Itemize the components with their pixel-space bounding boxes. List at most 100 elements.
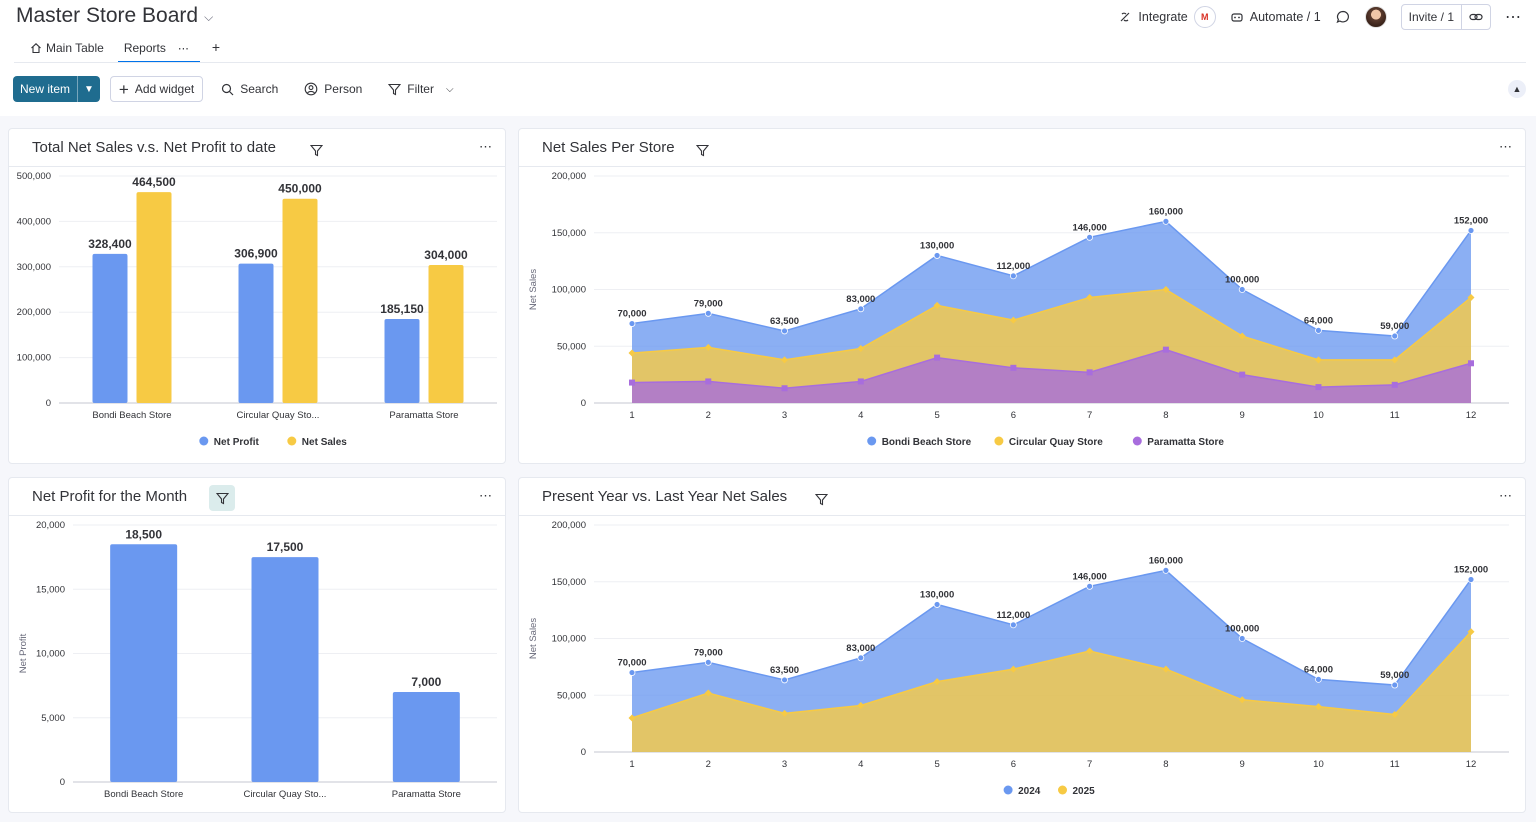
legend-label: 2025 xyxy=(1073,786,1096,797)
data-point xyxy=(1009,621,1017,629)
widget-filter-button[interactable] xyxy=(690,138,714,162)
data-label: 83,000 xyxy=(846,643,875,654)
data-label: 152,000 xyxy=(1454,215,1488,226)
x-tick-label: 12 xyxy=(1466,410,1477,421)
data-point xyxy=(934,354,941,361)
widget-menu-button[interactable]: ⋯ xyxy=(1499,488,1513,503)
data-point xyxy=(704,689,712,697)
link-icon xyxy=(1469,13,1483,21)
add-view-button[interactable]: + xyxy=(211,39,221,55)
person-label: Person xyxy=(324,82,363,96)
widget-menu-button[interactable]: ⋯ xyxy=(479,139,493,154)
data-point xyxy=(1315,384,1322,391)
widget-title: Net Sales Per Store xyxy=(542,139,675,156)
data-point xyxy=(629,379,635,386)
more-options-button[interactable]: ⋯ xyxy=(1505,9,1522,26)
new-item-button[interactable]: New item xyxy=(20,82,71,96)
data-point xyxy=(1391,681,1399,689)
view-tabs: Main Table Reports ⋯ + xyxy=(14,38,228,64)
data-point xyxy=(1239,371,1246,378)
person-filter-button[interactable]: Person xyxy=(296,76,370,102)
integrate-button[interactable]: Integrate M xyxy=(1118,6,1216,28)
bar xyxy=(110,544,178,782)
data-label: 63,500 xyxy=(770,665,799,676)
board-title-button[interactable]: Master Store Board ⌵ xyxy=(16,4,213,28)
data-point xyxy=(704,309,712,317)
legend-swatch xyxy=(199,436,209,446)
data-label: 18,500 xyxy=(125,527,162,541)
data-point xyxy=(1468,360,1474,367)
y-axis-label: Net Sales xyxy=(528,269,539,310)
invite-button[interactable]: Invite / 1 xyxy=(1408,10,1454,24)
widget-menu-button[interactable]: ⋯ xyxy=(479,488,493,503)
data-label: 146,000 xyxy=(1072,222,1106,233)
copy-link-button[interactable] xyxy=(1461,5,1490,29)
data-point xyxy=(1162,665,1170,673)
x-tick-label: 8 xyxy=(1163,410,1168,421)
widget-net-profit-month: Net Profit for the Month ⋯ 0 5,000 10,000 1… xyxy=(8,477,506,813)
widget-title: Total Net Sales v.s. Net Profit to date xyxy=(32,139,276,156)
y-tick-label: 150,000 xyxy=(552,577,586,588)
data-point xyxy=(1238,286,1246,293)
collapse-header-button[interactable]: ▲ xyxy=(1508,80,1526,98)
legend-swatch xyxy=(867,436,877,446)
add-widget-label: Add widget xyxy=(134,82,195,96)
chevron-down-icon[interactable]: ⌵ xyxy=(445,83,454,95)
updates-button[interactable] xyxy=(1335,9,1351,25)
data-label: 59,000 xyxy=(1380,670,1409,681)
widget-menu-button[interactable]: ⋯ xyxy=(1499,139,1513,154)
data-label: 100,000 xyxy=(1225,624,1259,635)
x-tick-label: 9 xyxy=(1240,759,1245,770)
top-bar: Master Store Board ⌵ Integrate M Automat… xyxy=(0,0,1536,116)
widget-filter-button[interactable] xyxy=(304,138,328,162)
tab-main-table[interactable]: Main Table xyxy=(14,38,114,61)
search-button[interactable]: Search xyxy=(213,76,286,102)
automate-button[interactable]: Automate / 1 xyxy=(1230,10,1321,24)
invite-group: Invite / 1 xyxy=(1400,4,1491,30)
data-point xyxy=(628,349,636,357)
plus-icon: + xyxy=(118,79,129,99)
y-tick-label: 50,000 xyxy=(557,690,586,701)
new-item-dropdown[interactable]: ▼ xyxy=(77,76,100,102)
bar xyxy=(428,264,464,403)
y-tick-label: 200,000 xyxy=(552,520,586,531)
tab-reports[interactable]: Reports ⋯ xyxy=(117,38,200,63)
data-point xyxy=(781,385,788,392)
data-label: 64,000 xyxy=(1304,315,1333,326)
x-tick-label: 6 xyxy=(1011,410,1016,421)
widget-net-sales-per-store: Net Sales Per Store ⋯ 0 50,000 100,000 150,… xyxy=(518,128,1526,464)
x-tick-label: 2 xyxy=(706,759,711,770)
data-point xyxy=(1391,711,1399,719)
data-point xyxy=(1315,675,1322,683)
x-tick-label: 10 xyxy=(1313,759,1324,770)
x-tick-label: 7 xyxy=(1087,410,1092,421)
data-point xyxy=(1086,647,1094,655)
data-point xyxy=(781,676,788,684)
widget-filter-button[interactable] xyxy=(809,487,833,511)
data-point xyxy=(933,252,941,259)
legend-swatch xyxy=(994,436,1004,446)
data-point xyxy=(1391,332,1399,340)
x-tick-label: Bondi Beach Store xyxy=(92,410,171,421)
legend-swatch xyxy=(1132,436,1142,446)
tab-options-icon[interactable]: ⋯ xyxy=(177,42,190,55)
x-tick-label: 9 xyxy=(1240,410,1245,421)
bar xyxy=(136,192,172,403)
data-point xyxy=(857,378,864,385)
widget-total-sales-vs-profit: Total Net Sales v.s. Net Profit to date … xyxy=(8,128,506,464)
add-widget-button[interactable]: + Add widget xyxy=(109,76,204,102)
series-area xyxy=(632,631,1471,752)
bar xyxy=(384,318,420,403)
data-label: 160,000 xyxy=(1149,206,1183,217)
y-tick-label: 100,000 xyxy=(552,285,586,296)
data-label: 146,000 xyxy=(1072,571,1106,582)
filter-button[interactable]: Filter ⌵ xyxy=(380,76,461,102)
widget-header: Present Year vs. Last Year Net Sales ⋯ xyxy=(519,478,1525,516)
avatar[interactable] xyxy=(1364,6,1387,28)
data-point xyxy=(933,601,941,608)
data-point xyxy=(1314,356,1322,364)
new-item-button-group: New item ▼ xyxy=(13,76,100,102)
series-line xyxy=(631,288,1472,361)
legend-swatch xyxy=(1003,785,1013,795)
widget-filter-button-active[interactable] xyxy=(209,485,235,511)
